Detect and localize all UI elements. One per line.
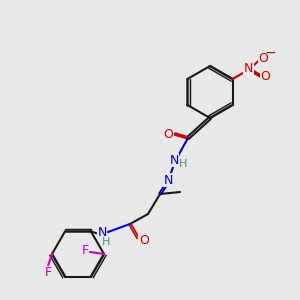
Text: N: N: [244, 62, 253, 76]
Text: −: −: [265, 46, 276, 60]
Text: H: H: [102, 237, 110, 247]
Text: N: N: [163, 173, 173, 187]
Text: O: O: [259, 52, 269, 64]
Text: F: F: [44, 266, 52, 280]
Text: N: N: [169, 154, 179, 166]
Text: O: O: [139, 233, 149, 247]
Text: F: F: [81, 244, 88, 257]
Text: O: O: [163, 128, 173, 140]
Text: O: O: [261, 70, 271, 83]
Text: H: H: [179, 159, 187, 169]
Text: N: N: [97, 226, 107, 239]
